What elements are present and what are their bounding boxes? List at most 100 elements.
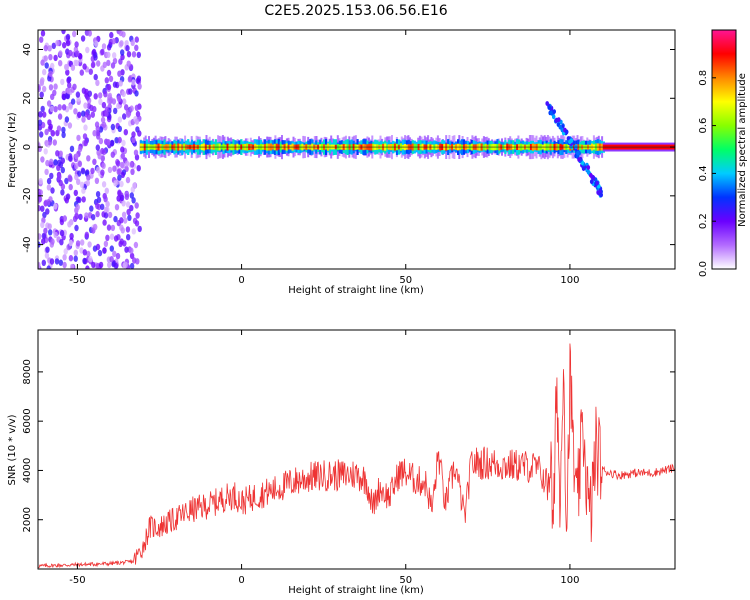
heatmap-noise-cell bbox=[63, 63, 69, 71]
heatmap-noise-cell bbox=[57, 104, 62, 111]
heatmap-noise-cell bbox=[48, 54, 53, 61]
heatmap-noise-cell bbox=[42, 111, 47, 118]
heatmap-noise-cell bbox=[136, 165, 141, 172]
heatmap-noise-cell bbox=[61, 104, 67, 111]
heatmap-noise-cell bbox=[87, 90, 93, 97]
heatmap-noise-cell bbox=[69, 263, 75, 269]
heatmap-noise-cell bbox=[53, 203, 58, 210]
heatmap-noise-cell bbox=[100, 116, 106, 124]
heatmap-noise-cell bbox=[94, 40, 99, 47]
heatmap-noise-cell bbox=[114, 204, 120, 211]
heatmap-noise-cell bbox=[91, 214, 96, 221]
heatmap-noise-cell bbox=[73, 255, 78, 262]
heatmap-noise-cell bbox=[44, 128, 49, 136]
heatmap-noise-cell bbox=[80, 168, 86, 175]
heatmap-noise-cell bbox=[130, 39, 135, 46]
x-tick-label: 100 bbox=[560, 275, 579, 286]
heatmap-noise-cell bbox=[110, 62, 116, 69]
heatmap-noise-cell bbox=[102, 61, 108, 68]
heatmap-noise-cell bbox=[116, 95, 122, 102]
y-tick-label: 2000 bbox=[22, 507, 33, 532]
heatmap-noise-cell bbox=[48, 70, 53, 78]
heatmap-noise-cell bbox=[65, 69, 70, 76]
heatmap-noise-cell bbox=[62, 261, 67, 269]
heatmap-streak-cell bbox=[595, 180, 599, 186]
heatmap-noise-cell bbox=[91, 261, 96, 269]
heatmap-noise-cell bbox=[67, 122, 73, 129]
heatmap-noise-cell bbox=[87, 241, 92, 248]
heatmap-noise-cell bbox=[113, 180, 118, 187]
heatmap-noise-cell bbox=[68, 155, 73, 162]
heatmap-noise-cell bbox=[120, 171, 126, 178]
heatmap-noise-cell bbox=[83, 124, 88, 131]
heatmap-noise-cell bbox=[59, 229, 65, 237]
heatmap-noise-cell bbox=[137, 225, 142, 233]
heatmap-noise-cell bbox=[119, 180, 124, 188]
heatmap-streak-cell bbox=[547, 105, 551, 110]
heatmap-noise-cell bbox=[68, 183, 73, 191]
heatmap-noise-cell bbox=[38, 233, 42, 240]
heatmap-noise-cell bbox=[125, 201, 131, 208]
x-tick-label: -50 bbox=[69, 275, 85, 286]
heatmap-noise-cell bbox=[81, 187, 86, 194]
heatmap-noise-cell bbox=[59, 218, 65, 226]
heatmap-noise-cell bbox=[82, 249, 88, 256]
heatmap-noise-cell bbox=[80, 35, 86, 42]
heatmap-noise-cell bbox=[129, 204, 134, 212]
heatmap-noise-cell bbox=[124, 40, 129, 47]
heatmap-noise-cell bbox=[91, 48, 97, 56]
heatmap-noise-cell bbox=[94, 177, 100, 184]
heatmap-streak-cell bbox=[554, 118, 558, 124]
x-tick-label: 50 bbox=[399, 275, 412, 286]
heatmap-noise-cell bbox=[82, 257, 87, 265]
heatmap-noise-cell bbox=[110, 151, 116, 158]
heatmap-noise-cell bbox=[58, 60, 63, 67]
heatmap-noise-cell bbox=[95, 202, 100, 210]
heatmap-noise-cell bbox=[137, 83, 142, 90]
heatmap-noise-cell bbox=[42, 68, 47, 76]
heatmap-noise-cell bbox=[38, 119, 43, 126]
heatmap-noise-cell bbox=[43, 45, 48, 52]
heatmap-noise-cell bbox=[53, 54, 58, 62]
heatmap-noise-cell bbox=[44, 168, 49, 176]
heatmap-noise-cell bbox=[80, 239, 85, 246]
heatmap-noise-cell bbox=[40, 59, 45, 66]
heatmap-noise-cell bbox=[117, 125, 123, 132]
heatmap-noise-cell bbox=[106, 224, 112, 231]
heatmap-noise-cell bbox=[119, 217, 124, 224]
heatmap-noise-cell bbox=[77, 145, 83, 153]
heatmap-streak-cell bbox=[574, 144, 578, 150]
heatmap-noise-cell bbox=[121, 211, 127, 218]
heatmap-noise-cell bbox=[97, 249, 103, 257]
heatmap-noise-cell bbox=[47, 119, 52, 126]
heatmap-noise-cell bbox=[123, 261, 128, 268]
heatmap-noise-cell bbox=[50, 129, 55, 137]
heatmap-noise-cell bbox=[63, 248, 68, 255]
heatmap-noise-cell bbox=[83, 139, 88, 147]
heatmap-noise-cell bbox=[55, 150, 60, 157]
heatmap-noise-cell bbox=[47, 45, 52, 52]
heatmap-noise-cell bbox=[129, 105, 134, 112]
spectrogram-frame bbox=[37, 29, 676, 270]
heatmap-noise-cell bbox=[102, 219, 107, 226]
heatmap-noise-cell bbox=[66, 77, 71, 84]
heatmap-noise-cell bbox=[134, 118, 140, 125]
heatmap-noise-cell bbox=[77, 196, 82, 204]
heatmap-noise-cell bbox=[78, 213, 83, 221]
heatmap-noise-cell bbox=[96, 60, 101, 67]
heatmap-noise-cell bbox=[96, 196, 102, 204]
heatmap-noise-cell bbox=[72, 30, 77, 38]
heatmap-noise-cell bbox=[86, 250, 91, 258]
snr-ticks: -50 0 50 100 2000 4000 6000 8000 bbox=[22, 330, 675, 586]
heatmap-noise-cell bbox=[119, 161, 125, 169]
colorbar-tick-label: 0.0 bbox=[698, 261, 709, 277]
heatmap-noise-cell bbox=[113, 107, 118, 115]
heatmap-noise-cell bbox=[50, 93, 55, 101]
heatmap-noise-cell bbox=[118, 80, 123, 87]
heatmap-noise-cell bbox=[106, 59, 111, 67]
heatmap-noise-cell bbox=[106, 51, 111, 58]
heatmap-noise-cell bbox=[93, 54, 98, 61]
heatmap-noise-cell bbox=[38, 178, 43, 185]
heatmap-noise-cell bbox=[124, 246, 129, 253]
